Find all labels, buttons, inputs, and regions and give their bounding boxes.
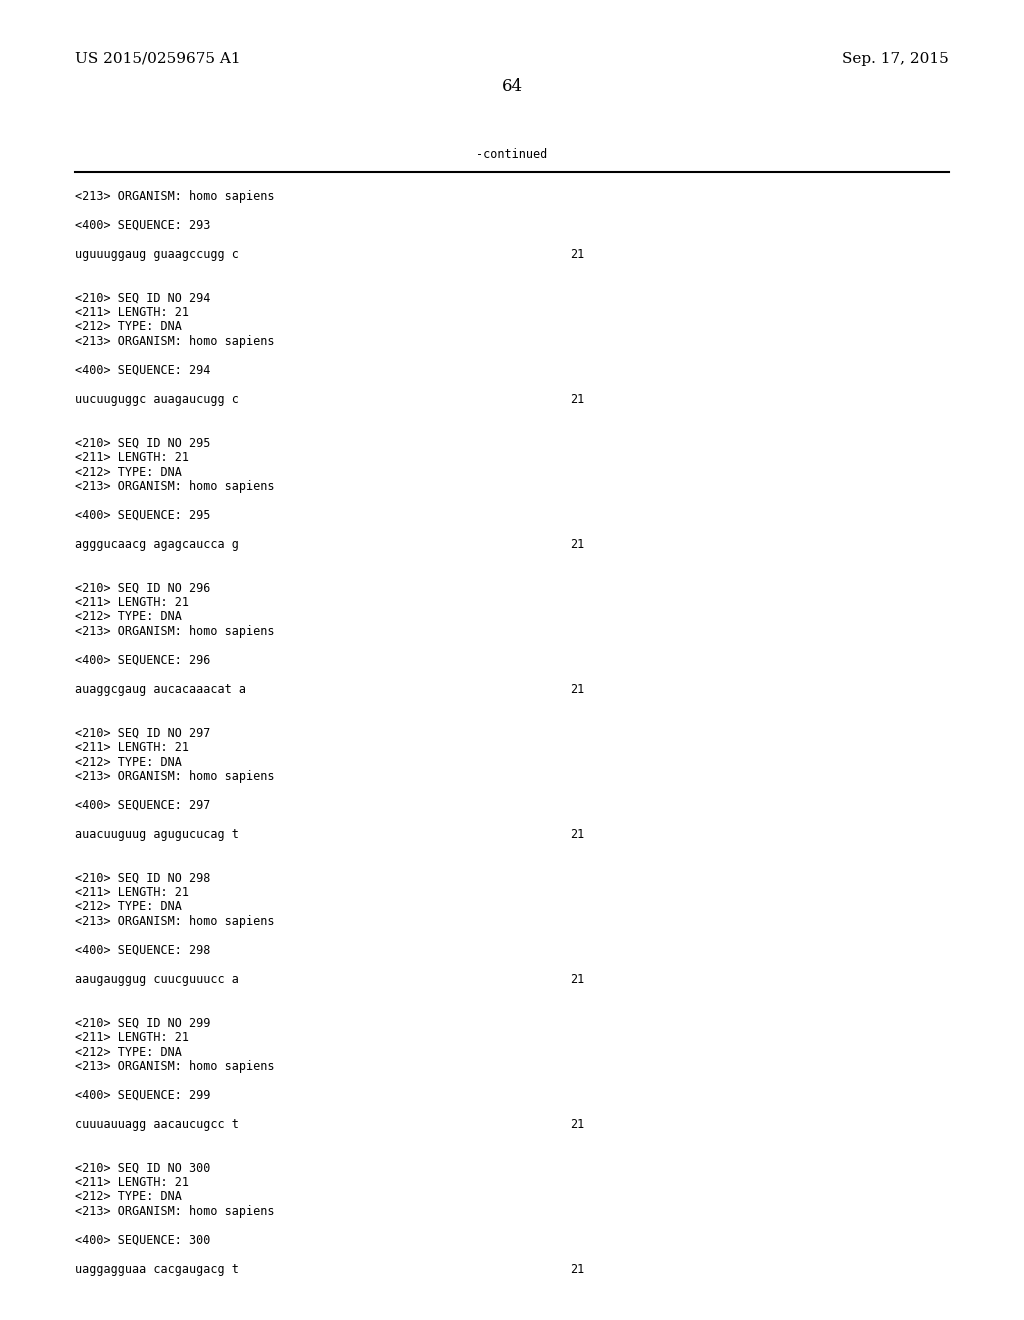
Text: 21: 21 <box>570 1263 585 1276</box>
Text: <210> SEQ ID NO 296: <210> SEQ ID NO 296 <box>75 582 210 594</box>
Text: <210> SEQ ID NO 297: <210> SEQ ID NO 297 <box>75 726 210 739</box>
Text: <213> ORGANISM: homo sapiens: <213> ORGANISM: homo sapiens <box>75 335 274 348</box>
Text: 21: 21 <box>570 539 585 550</box>
Text: Sep. 17, 2015: Sep. 17, 2015 <box>843 51 949 66</box>
Text: uguuuggaug guaagccugg c: uguuuggaug guaagccugg c <box>75 248 239 261</box>
Text: <400> SEQUENCE: 299: <400> SEQUENCE: 299 <box>75 1089 210 1102</box>
Text: <212> TYPE: DNA: <212> TYPE: DNA <box>75 1045 182 1059</box>
Text: 21: 21 <box>570 248 585 261</box>
Text: auacuuguug agugucucag t: auacuuguug agugucucag t <box>75 828 239 841</box>
Text: <211> LENGTH: 21: <211> LENGTH: 21 <box>75 451 189 465</box>
Text: US 2015/0259675 A1: US 2015/0259675 A1 <box>75 51 241 66</box>
Text: <213> ORGANISM: homo sapiens: <213> ORGANISM: homo sapiens <box>75 770 274 783</box>
Text: <213> ORGANISM: homo sapiens: <213> ORGANISM: homo sapiens <box>75 1205 274 1218</box>
Text: <211> LENGTH: 21: <211> LENGTH: 21 <box>75 1176 189 1189</box>
Text: <211> LENGTH: 21: <211> LENGTH: 21 <box>75 886 189 899</box>
Text: <213> ORGANISM: homo sapiens: <213> ORGANISM: homo sapiens <box>75 624 274 638</box>
Text: <400> SEQUENCE: 293: <400> SEQUENCE: 293 <box>75 219 210 232</box>
Text: <212> TYPE: DNA: <212> TYPE: DNA <box>75 755 182 768</box>
Text: <210> SEQ ID NO 294: <210> SEQ ID NO 294 <box>75 292 210 305</box>
Text: cuuuauuagg aacaucugcc t: cuuuauuagg aacaucugcc t <box>75 1118 239 1131</box>
Text: <210> SEQ ID NO 298: <210> SEQ ID NO 298 <box>75 871 210 884</box>
Text: 21: 21 <box>570 973 585 986</box>
Text: 21: 21 <box>570 828 585 841</box>
Text: <212> TYPE: DNA: <212> TYPE: DNA <box>75 1191 182 1204</box>
Text: <400> SEQUENCE: 294: <400> SEQUENCE: 294 <box>75 364 210 378</box>
Text: <212> TYPE: DNA: <212> TYPE: DNA <box>75 321 182 334</box>
Text: uaggagguaa cacgaugacg t: uaggagguaa cacgaugacg t <box>75 1263 239 1276</box>
Text: <400> SEQUENCE: 296: <400> SEQUENCE: 296 <box>75 653 210 667</box>
Text: 21: 21 <box>570 393 585 407</box>
Text: <211> LENGTH: 21: <211> LENGTH: 21 <box>75 741 189 754</box>
Text: <213> ORGANISM: homo sapiens: <213> ORGANISM: homo sapiens <box>75 480 274 492</box>
Text: <211> LENGTH: 21: <211> LENGTH: 21 <box>75 597 189 609</box>
Text: 21: 21 <box>570 1118 585 1131</box>
Text: <212> TYPE: DNA: <212> TYPE: DNA <box>75 466 182 479</box>
Text: agggucaacg agagcaucca g: agggucaacg agagcaucca g <box>75 539 239 550</box>
Text: <212> TYPE: DNA: <212> TYPE: DNA <box>75 900 182 913</box>
Text: <400> SEQUENCE: 298: <400> SEQUENCE: 298 <box>75 944 210 957</box>
Text: uucuuguggc auagaucugg c: uucuuguggc auagaucugg c <box>75 393 239 407</box>
Text: <400> SEQUENCE: 295: <400> SEQUENCE: 295 <box>75 510 210 521</box>
Text: <210> SEQ ID NO 300: <210> SEQ ID NO 300 <box>75 1162 210 1175</box>
Text: <400> SEQUENCE: 300: <400> SEQUENCE: 300 <box>75 1234 210 1247</box>
Text: 21: 21 <box>570 682 585 696</box>
Text: <210> SEQ ID NO 299: <210> SEQ ID NO 299 <box>75 1016 210 1030</box>
Text: <213> ORGANISM: homo sapiens: <213> ORGANISM: homo sapiens <box>75 915 274 928</box>
Text: <400> SEQUENCE: 297: <400> SEQUENCE: 297 <box>75 799 210 812</box>
Text: -continued: -continued <box>476 148 548 161</box>
Text: aaugauggug cuucguuucc a: aaugauggug cuucguuucc a <box>75 973 239 986</box>
Text: <213> ORGANISM: homo sapiens: <213> ORGANISM: homo sapiens <box>75 190 274 203</box>
Text: <210> SEQ ID NO 295: <210> SEQ ID NO 295 <box>75 437 210 450</box>
Text: auaggcgaug aucacaaacat a: auaggcgaug aucacaaacat a <box>75 682 246 696</box>
Text: <212> TYPE: DNA: <212> TYPE: DNA <box>75 610 182 623</box>
Text: <211> LENGTH: 21: <211> LENGTH: 21 <box>75 306 189 319</box>
Text: <211> LENGTH: 21: <211> LENGTH: 21 <box>75 1031 189 1044</box>
Text: 64: 64 <box>502 78 522 95</box>
Text: <213> ORGANISM: homo sapiens: <213> ORGANISM: homo sapiens <box>75 1060 274 1073</box>
